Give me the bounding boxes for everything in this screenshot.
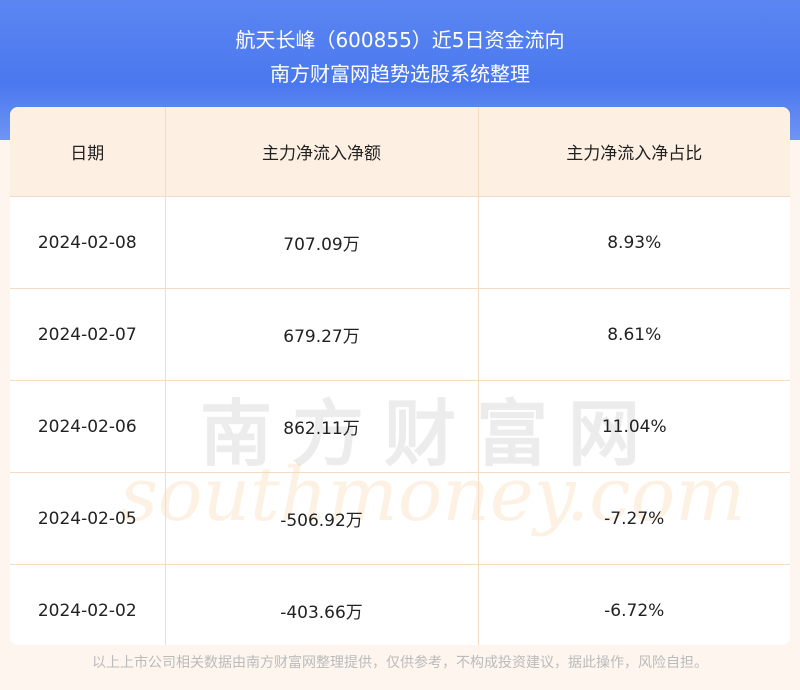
table-cell: 707.09万: [164, 196, 479, 289]
table-row: 2024-02-06 862.11万 11.04%: [10, 380, 790, 473]
table-cell: 2024-02-05: [10, 472, 166, 565]
table-row: 2024-02-07 679.27万 8.61%: [10, 288, 790, 381]
table-cell: -7.27%: [477, 472, 790, 565]
subtitle: 南方财富网趋势选股系统整理: [270, 62, 530, 86]
header-row: 日期 主力净流入净额 主力净流入净占比: [10, 107, 790, 197]
table-cell: 8.61%: [477, 288, 790, 381]
table-cell: 2024-02-06: [10, 380, 166, 473]
footer: 以上上市公司相关数据由南方财富网整理提供，仅供参考，不构成投资建议，据此操作，风…: [92, 655, 708, 671]
table-cell: -6.72%: [477, 564, 790, 645]
table-cell: 11.04%: [477, 380, 790, 473]
table-cell: 2024-02-02: [10, 564, 166, 645]
flow-table: 日期 主力净流入净额 主力净流入净占比 2024-02-08 707.09万 8.93%…: [10, 107, 790, 645]
table-cell: 8.93%: [477, 196, 790, 289]
title: 航天长峰（600855）近5日资金流向: [235, 28, 565, 52]
table-cell: 862.11万: [164, 380, 479, 473]
table-row: 2024-02-05 -506.92万 -7.27%: [10, 472, 790, 565]
table-cell: -403.66万: [164, 564, 479, 645]
table-row: 2024-02-02 -403.66万 -6.72%: [10, 564, 790, 645]
column-header: 主力净流入净额: [164, 107, 479, 197]
table-row: 2024-02-08 707.09万 8.93%: [10, 196, 790, 289]
table-cell: -506.92万: [164, 472, 479, 565]
table-body: 2024-02-08 707.09万 8.93% 2024-02-07 679.27万 8…: [10, 196, 790, 645]
column-header: 日期: [10, 107, 166, 197]
table-cell: 679.27万: [164, 288, 479, 381]
column-header: 主力净流入净占比: [477, 107, 790, 197]
table-cell: 2024-02-08: [10, 196, 166, 289]
table-cell: 2024-02-07: [10, 288, 166, 381]
table-card: 南方财富网 southmoney.com 日期 主力净流入净额 主力净流入净占比 2…: [10, 107, 790, 645]
